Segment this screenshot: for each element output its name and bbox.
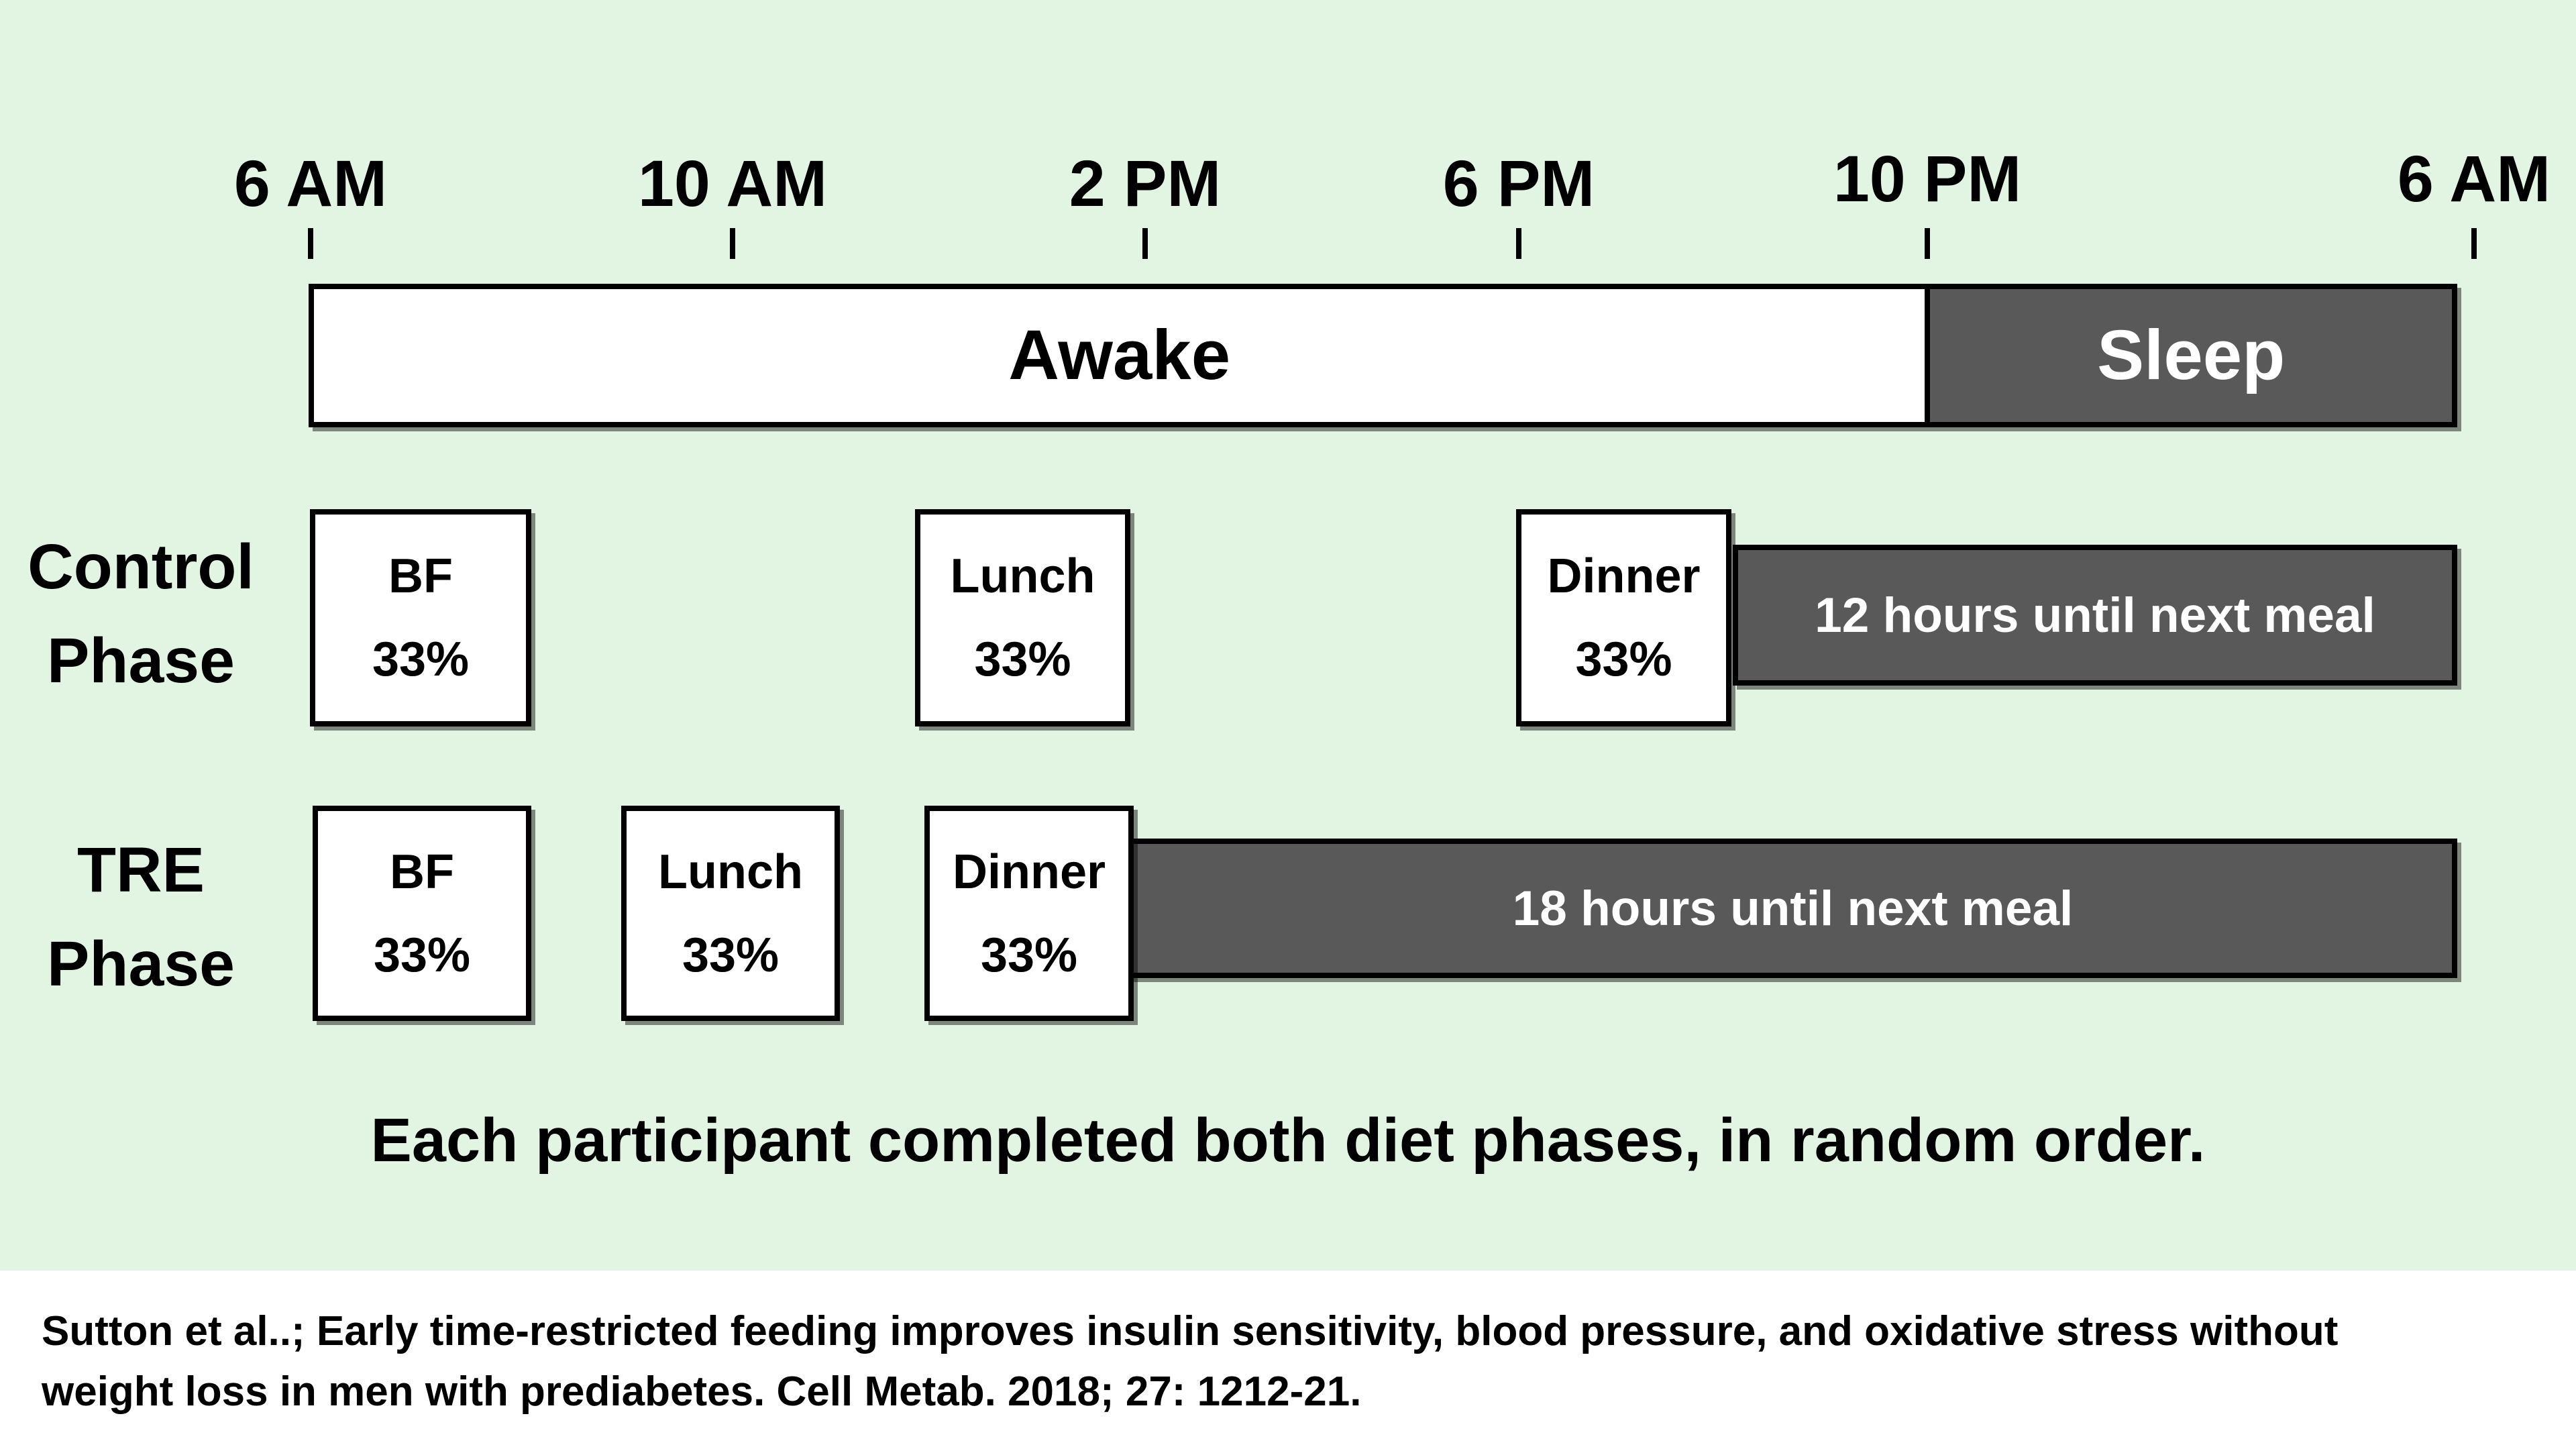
control-phase-label-line2: Phase xyxy=(47,625,235,696)
time-tick xyxy=(1142,228,1148,259)
tre-meal-box-dinner: Dinner 33% xyxy=(924,806,1134,1021)
tre-meal-box-bf: BF 33% xyxy=(313,806,531,1021)
time-label-10am: 10 AM xyxy=(637,147,828,220)
control-meal-box-lunch: Lunch 33% xyxy=(915,509,1130,727)
meal-name: BF xyxy=(390,845,454,899)
time-label-6am-end: 6 AM xyxy=(2397,142,2551,215)
time-tick xyxy=(730,228,735,259)
citation-line2: weight loss in men with prediabetes. Cel… xyxy=(42,1368,1362,1415)
tre-phase-label: TRE Phase xyxy=(7,823,275,1011)
citation-line1: Sutton et al..; Early time-restricted fe… xyxy=(42,1308,2339,1354)
tre-fasting-label: 18 hours until next meal xyxy=(1512,881,2074,936)
citation-footer: Sutton et al..; Early time-restricted fe… xyxy=(0,1271,2576,1449)
meal-portion: 33% xyxy=(1575,633,1672,686)
time-label-6am-start: 6 AM xyxy=(233,147,388,220)
control-meal-box-bf: BF 33% xyxy=(310,509,531,727)
meal-portion: 33% xyxy=(974,633,1071,686)
meal-name: Lunch xyxy=(950,549,1095,603)
control-fasting-label: 12 hours until next meal xyxy=(1815,588,2375,643)
time-tick xyxy=(2471,228,2477,259)
sleep-label: Sleep xyxy=(2097,316,2286,394)
meal-portion: 33% xyxy=(980,928,1078,982)
control-phase-label: Control Phase xyxy=(7,520,275,708)
tre-phase-label-line1: TRE xyxy=(77,835,205,906)
note-text: Each participant completed both diet pha… xyxy=(370,1106,2206,1175)
meal-portion: 33% xyxy=(373,928,471,982)
tre-meal-box-lunch: Lunch 33% xyxy=(621,806,840,1021)
tre-phase-label-line2: Phase xyxy=(47,928,235,1000)
time-tick xyxy=(1925,228,1930,259)
time-label-10pm: 10 PM xyxy=(1833,142,2022,215)
control-phase-label-line1: Control xyxy=(28,531,254,602)
meal-name: BF xyxy=(388,549,453,603)
sleep-segment: Sleep xyxy=(1925,289,2452,422)
control-fasting-bar: 12 hours until next meal xyxy=(1733,545,2457,686)
awake-segment: Awake xyxy=(314,289,1925,422)
time-label-2pm: 2 PM xyxy=(1069,147,1222,220)
meal-portion: 33% xyxy=(372,633,470,686)
tre-fasting-bar: 18 hours until next meal xyxy=(1128,839,2457,978)
awake-sleep-bar: Awake Sleep xyxy=(309,284,2457,427)
time-tick xyxy=(1516,228,1521,259)
control-meal-box-dinner: Dinner 33% xyxy=(1516,509,1731,727)
meal-name: Lunch xyxy=(658,845,803,899)
time-label-6pm: 6 PM xyxy=(1442,147,1595,220)
meal-portion: 33% xyxy=(682,928,780,982)
time-tick xyxy=(308,228,313,259)
meal-name: Dinner xyxy=(952,845,1106,899)
citation-text: Sutton et al..; Early time-restricted fe… xyxy=(0,1271,2576,1422)
awake-label: Awake xyxy=(1008,316,1231,394)
meal-name: Dinner xyxy=(1547,549,1701,603)
